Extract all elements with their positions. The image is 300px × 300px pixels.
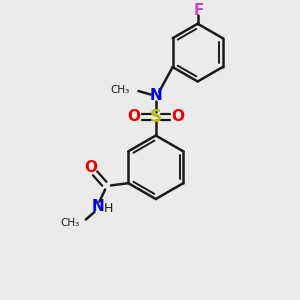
Text: CH₃: CH₃ [60,218,79,228]
Text: O: O [127,109,140,124]
Text: F: F [194,3,204,18]
Text: CH₃: CH₃ [110,85,130,95]
Text: H: H [104,202,114,215]
Text: O: O [172,109,184,124]
Text: N: N [149,88,162,104]
Text: N: N [92,199,104,214]
Text: O: O [84,160,97,175]
Text: S: S [150,108,162,126]
